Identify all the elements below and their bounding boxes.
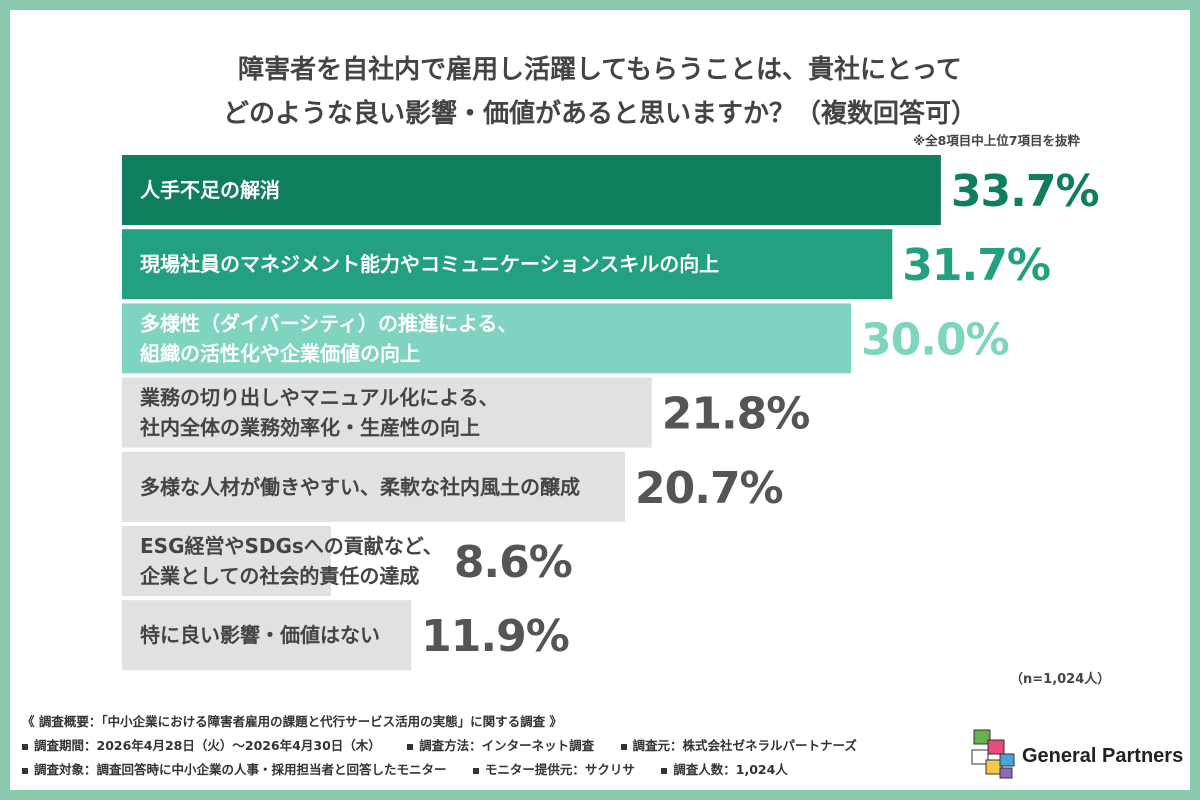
sample-size-note: （n=1,024人） — [1010, 672, 1111, 687]
bar-5 — [122, 526, 331, 596]
bullet-square-icon — [22, 743, 28, 750]
value-label-2: 30.0% — [861, 314, 1009, 365]
excerpt-note: ※全8項目中上位7項目を抜粋 — [912, 133, 1080, 148]
value-label-1: 31.7% — [902, 240, 1050, 291]
bar-label-4: 多様な人材が働きやすい、柔軟な社内風土の醸成 — [140, 475, 580, 499]
bar-0 — [122, 155, 941, 225]
bullet-square-icon — [407, 743, 414, 750]
bullet-square-icon — [661, 767, 668, 774]
bar-label-1: 現場社員のマネジメント能力やコミュニケーションスキルの向上 — [140, 252, 719, 276]
survey-target: 調査対象：調査回答時に中小企業の人事・採用担当者と回答したモニター — [22, 758, 447, 782]
bar-label-2: 多様性（ダイバーシティ）の推進による、組織の活性化や企業価値の向上 — [140, 311, 517, 365]
bullet-square-icon — [22, 767, 28, 774]
bullet-square-icon — [620, 743, 627, 750]
value-label-5: 8.6% — [454, 537, 572, 588]
chart-title: 障害者を自社内で雇用し活躍してもらうことは、貴社にとって どのような良い影響・価… — [10, 48, 1190, 136]
survey-method: 調査方法：インターネット調査 — [407, 734, 594, 758]
logo-wordmark: General Partners — [1022, 745, 1184, 767]
value-label-3: 21.8% — [662, 389, 810, 440]
value-label-4: 20.7% — [635, 463, 783, 514]
bar-label-6: 特に良い影響・価値はない — [140, 623, 380, 647]
bar-label-0: 人手不足の解消 — [140, 178, 280, 202]
bar-label-3: 業務の切り出しやマニュアル化による、社内全体の業務効率化・生産性の向上 — [139, 386, 499, 440]
survey-heading: 《 調査概要：「中小企業における障害者雇用の課題と代行サービス活用の実態」に関す… — [22, 714, 562, 729]
survey-row-1: 調査期間：2026年4月28日（火）〜2026年4月30日（木） 調査方法：イン… — [22, 734, 879, 758]
bar-3 — [122, 377, 652, 448]
bar-6 — [122, 600, 412, 671]
bar-label-5: ESG経営やSDGsへの貢献など、企業としての社会的責任の達成 — [139, 534, 443, 588]
title-line-1: 障害者を自社内で雇用し活躍してもらうことは、貴社にとって — [238, 55, 962, 85]
value-label-0: 33.7% — [951, 166, 1099, 217]
title-line-2: どのような良い影響・価値があると思いますか？（複数回答可） — [222, 99, 977, 129]
survey-provider: モニター提供元：サクリサ — [472, 758, 635, 782]
bar-4 — [122, 451, 626, 522]
survey-summary: 《 調査概要：「中小企業における障害者雇用の課題と代行サービス活用の実態」に関す… — [22, 710, 879, 782]
general-partners-logo-icon — [971, 729, 1015, 779]
bullet-square-icon — [472, 767, 479, 774]
bar-1 — [122, 229, 893, 300]
value-label-6: 11.9% — [421, 611, 569, 662]
survey-source: 調査元：株式会社ゼネラルパートナーズ — [620, 734, 857, 758]
bar-2 — [122, 303, 851, 374]
survey-count: 調査人数：1,024人 — [661, 758, 788, 782]
survey-row-2: 調査対象：調査回答時に中小企業の人事・採用担当者と回答したモニター モニター提供… — [22, 758, 879, 782]
survey-period: 調査期間：2026年4月28日（火）〜2026年4月30日（木） — [22, 734, 381, 758]
